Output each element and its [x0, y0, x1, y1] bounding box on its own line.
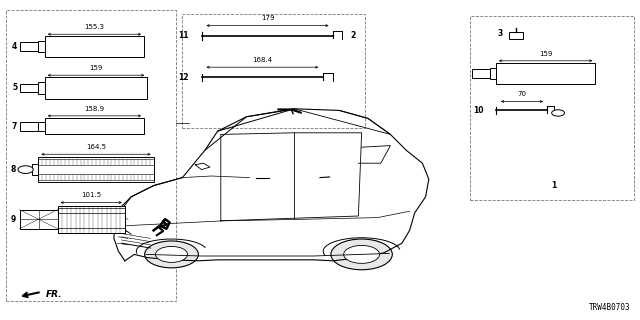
- Bar: [20, 122, 38, 131]
- Bar: [38, 157, 154, 182]
- Text: 7: 7: [12, 122, 17, 131]
- Text: 101.5: 101.5: [81, 192, 101, 198]
- Bar: [6, 10, 176, 301]
- Text: 164.5: 164.5: [86, 144, 106, 150]
- Bar: [472, 69, 490, 78]
- Circle shape: [344, 245, 380, 263]
- Bar: [496, 63, 595, 84]
- Text: 12: 12: [179, 73, 189, 82]
- Circle shape: [18, 166, 33, 173]
- Bar: [45, 36, 144, 57]
- Text: 159: 159: [539, 51, 552, 57]
- Text: 6: 6: [478, 69, 483, 78]
- Text: 159: 159: [90, 65, 102, 71]
- Bar: [38, 174, 154, 180]
- Text: 9: 9: [11, 215, 17, 224]
- Text: 11: 11: [179, 31, 189, 40]
- Bar: [20, 42, 38, 51]
- Bar: [58, 205, 125, 233]
- Bar: [20, 84, 38, 92]
- Text: TRW4B0703: TRW4B0703: [589, 303, 630, 312]
- Text: 10: 10: [473, 106, 483, 115]
- Text: 2: 2: [351, 31, 356, 40]
- Bar: [509, 32, 523, 39]
- Bar: [490, 68, 496, 79]
- Circle shape: [156, 246, 188, 262]
- Bar: [58, 208, 125, 213]
- Bar: [32, 164, 38, 175]
- Circle shape: [331, 239, 392, 270]
- Text: 179: 179: [260, 15, 275, 21]
- Bar: [38, 41, 45, 52]
- Bar: [45, 118, 144, 134]
- Text: 1: 1: [551, 181, 556, 190]
- Bar: [58, 228, 125, 233]
- Circle shape: [552, 110, 564, 116]
- Text: 168.4: 168.4: [252, 57, 273, 63]
- Bar: [38, 82, 45, 94]
- Text: 3: 3: [497, 29, 502, 38]
- Text: 155.3: 155.3: [84, 24, 104, 30]
- Text: 158.9: 158.9: [84, 106, 104, 112]
- Text: 5: 5: [12, 84, 17, 92]
- Text: 4: 4: [12, 42, 17, 51]
- Circle shape: [145, 241, 198, 268]
- Bar: [19, 210, 58, 229]
- Bar: [38, 159, 154, 165]
- Text: 70: 70: [517, 91, 527, 97]
- Bar: [470, 16, 634, 200]
- Bar: [38, 122, 45, 131]
- Bar: [182, 14, 365, 128]
- Text: FR.: FR.: [46, 290, 63, 299]
- Text: 8: 8: [11, 165, 16, 174]
- Bar: [45, 77, 147, 99]
